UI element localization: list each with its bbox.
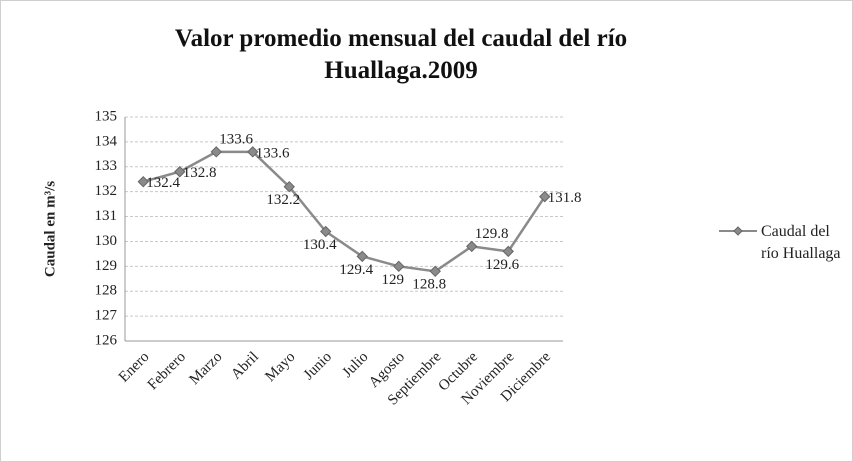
y-tick-label: 135 bbox=[95, 108, 118, 124]
y-tick-label: 127 bbox=[95, 308, 118, 324]
point-marker bbox=[466, 240, 478, 253]
data-label: 132.2 bbox=[266, 192, 300, 208]
data-label: 132.4 bbox=[146, 175, 180, 191]
point-marker bbox=[356, 250, 368, 263]
y-tick-label: 132 bbox=[95, 183, 118, 199]
y-tick-label: 131 bbox=[95, 208, 118, 224]
x-tick-label: Abril bbox=[228, 349, 262, 383]
point-marker bbox=[283, 180, 295, 193]
point-marker bbox=[502, 245, 514, 258]
point-marker bbox=[393, 260, 405, 273]
legend-label: Caudal del río Huallaga bbox=[761, 223, 841, 262]
point-marker bbox=[539, 190, 551, 203]
y-tick-label: 133 bbox=[95, 158, 118, 174]
y-axis-label: Caudal en m³/s bbox=[42, 181, 58, 277]
chart-title: Valor promedio mensual del caudal del rí… bbox=[174, 25, 628, 84]
data-label: 129.6 bbox=[485, 257, 519, 273]
x-tick-label: Mayo bbox=[262, 349, 298, 385]
y-tick-label: 128 bbox=[95, 283, 118, 299]
x-tick-label: Junio bbox=[301, 349, 335, 383]
data-label: 133.6 bbox=[256, 145, 290, 161]
point-marker bbox=[247, 146, 259, 158]
series-line bbox=[142, 150, 546, 273]
data-label: 133.6 bbox=[219, 131, 253, 147]
data-label: 129.4 bbox=[339, 262, 373, 278]
data-label: 129 bbox=[382, 272, 405, 288]
y-tick-label: 130 bbox=[95, 233, 118, 249]
y-tick-label: 134 bbox=[95, 133, 118, 149]
legend-marker bbox=[733, 226, 743, 236]
data-label: 129.8 bbox=[475, 226, 509, 242]
data-label: 130.4 bbox=[303, 237, 337, 253]
data-label: 132.8 bbox=[183, 165, 217, 181]
x-tick-label: Febrero bbox=[145, 349, 189, 393]
point-marker bbox=[210, 146, 222, 158]
y-tick-label: 129 bbox=[95, 258, 118, 274]
point-marker bbox=[429, 265, 441, 278]
point-marker bbox=[174, 166, 186, 178]
y-tick-label: 126 bbox=[95, 332, 118, 348]
point-marker bbox=[137, 176, 149, 188]
data-label: 128.8 bbox=[412, 277, 446, 293]
x-tick-label: Julio bbox=[340, 349, 372, 381]
point-marker bbox=[320, 225, 332, 238]
data-label: 131.8 bbox=[548, 190, 582, 206]
x-tick-label: Marzo bbox=[187, 349, 226, 388]
